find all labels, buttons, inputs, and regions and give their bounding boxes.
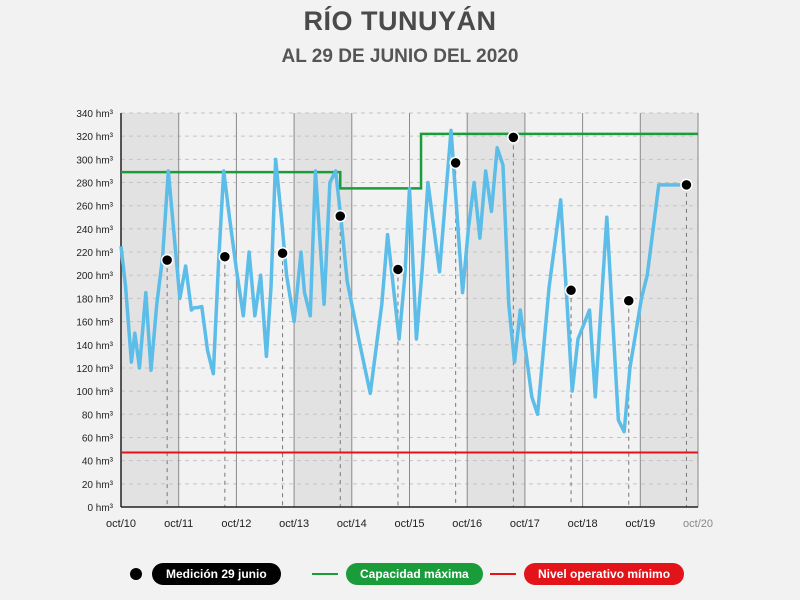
y-tick-label: 160 hm³	[76, 318, 113, 329]
y-tick-label: 240 hm³	[76, 225, 113, 236]
x-tick-label: oct/13	[279, 518, 309, 530]
y-tick-label: 180 hm³	[76, 294, 113, 305]
y-tick-label: 80 hm³	[82, 410, 114, 421]
x-tick-label: oct/16	[452, 518, 482, 530]
chart-title: RÍO TUNUYÁN	[303, 6, 497, 36]
y-tick-label: 280 hm³	[76, 179, 113, 190]
legend-item-measurement: Medición 29 junio	[130, 562, 281, 586]
y-tick-label: 40 hm³	[82, 457, 114, 468]
plot-band-1	[294, 113, 352, 507]
x-tick-label: oct/10	[106, 518, 136, 530]
y-tick-label: 140 hm³	[76, 341, 113, 352]
y-tick-label: 320 hm³	[76, 132, 113, 143]
y-tick-label: 300 hm³	[76, 155, 113, 166]
legend-item-capacity: Capacidad máxima	[312, 562, 483, 586]
y-tick-label: 340 hm³	[76, 109, 113, 120]
y-tick-label: 220 hm³	[76, 248, 113, 259]
y-tick-label: 0 hm³	[87, 503, 113, 514]
legend: Medición 29 junio Capacidad máxima Nivel…	[0, 562, 800, 586]
measurement-point	[564, 284, 578, 297]
y-tick-label: 200 hm³	[76, 271, 113, 282]
y-tick-label: 20 hm³	[82, 480, 114, 491]
legend-label-capacity: Capacidad máxima	[346, 563, 483, 585]
x-tick-label: oct/20	[683, 518, 713, 530]
y-tick-label: 120 hm³	[76, 364, 113, 375]
x-tick-label: oct/18	[568, 518, 598, 530]
x-tick-label: oct/19	[625, 518, 655, 530]
legend-label-measurement: Medición 29 junio	[152, 563, 281, 585]
x-tick-label: oct/11	[164, 518, 193, 530]
measurement-point	[276, 246, 289, 260]
volume-series-line	[119, 128, 682, 434]
x-tick-label: oct/15	[395, 518, 425, 530]
y-tick-label: 260 hm³	[76, 202, 113, 213]
chart-subtitle: AL 29 DE JUNIO DEL 2020	[281, 46, 519, 67]
measurement-point	[391, 263, 405, 276]
measurement-point	[622, 294, 636, 307]
legend-line-minimum	[490, 573, 516, 575]
measurement-point	[680, 178, 693, 192]
legend-marker-dot	[130, 568, 142, 580]
y-tick-label: 100 hm³	[76, 387, 113, 398]
capacity-line	[121, 132, 698, 190]
plot-band-3	[640, 113, 698, 507]
measurement-point	[160, 253, 174, 267]
chart-area: 0 hm³ 20 hm³ 40 hm³ 60 hm³ 80 hm³ 100 hm³ 120 …	[76, 109, 713, 530]
legend-line-capacity	[312, 573, 338, 575]
x-tick-label: oct/12	[221, 518, 251, 530]
measurement-point	[507, 131, 520, 144]
legend-label-minimum: Nivel operativo mínimo	[524, 563, 685, 585]
x-tick-label: oct/17	[510, 518, 540, 530]
y-tick-label: 60 hm³	[82, 433, 114, 444]
measurement-point	[218, 250, 232, 263]
legend-item-minimum: Nivel operativo mínimo	[490, 562, 685, 586]
measurement-point	[449, 156, 462, 170]
x-tick-label: oct/14	[337, 518, 367, 530]
measurement-point	[334, 209, 347, 223]
